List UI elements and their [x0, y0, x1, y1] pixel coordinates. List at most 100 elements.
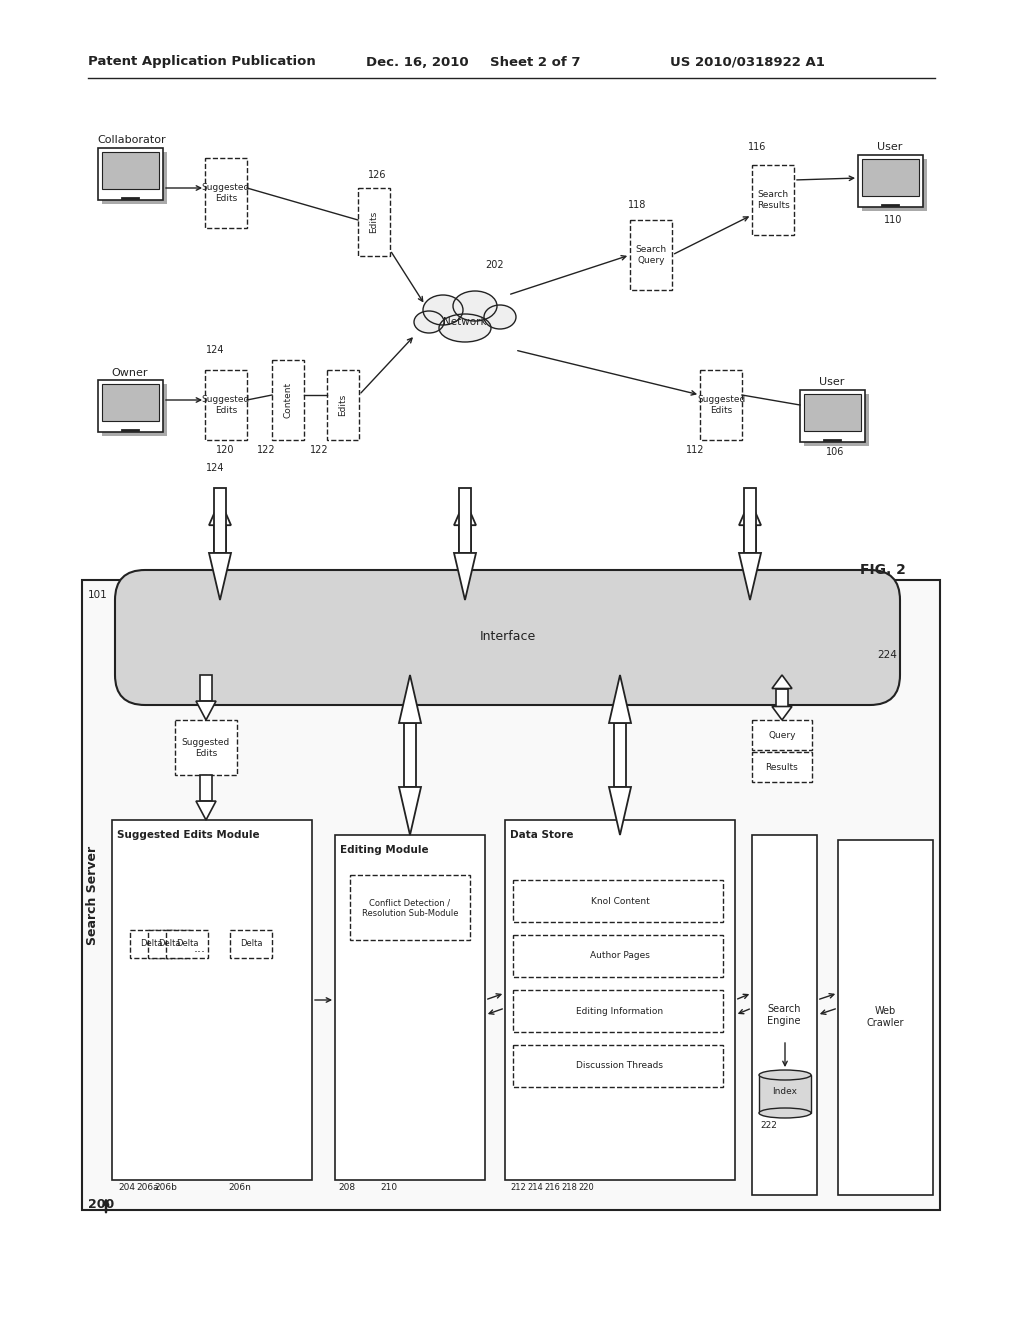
Text: 110: 110	[884, 215, 902, 224]
Text: 206a: 206a	[136, 1184, 159, 1192]
Text: Data Store: Data Store	[510, 830, 573, 840]
Text: Edits: Edits	[339, 393, 347, 416]
Bar	[358, 187, 390, 256]
Text: 124: 124	[206, 463, 224, 473]
Text: Suggested Edits Module: Suggested Edits Module	[117, 830, 260, 840]
Text: Web
Crawler: Web Crawler	[866, 1006, 904, 1028]
Text: Patent Application Publication: Patent Application Publication	[88, 55, 315, 69]
Polygon shape	[772, 706, 792, 719]
Bar	[752, 836, 817, 1195]
Polygon shape	[399, 787, 421, 836]
Bar	[148, 931, 190, 958]
Polygon shape	[209, 500, 231, 525]
Bar	[743, 488, 756, 553]
Text: Suggested
Edits: Suggested Edits	[202, 183, 250, 203]
Bar	[858, 154, 923, 207]
Polygon shape	[454, 500, 476, 525]
Text: 212: 212	[510, 1184, 525, 1192]
Bar	[743, 525, 756, 560]
Polygon shape	[196, 801, 216, 820]
Bar	[513, 990, 723, 1032]
Bar	[175, 719, 237, 775]
Text: FIG. 2: FIG. 2	[860, 564, 906, 577]
Polygon shape	[739, 500, 761, 525]
Text: Author Pages: Author Pages	[590, 952, 650, 961]
Bar	[513, 1045, 723, 1086]
Bar	[862, 158, 927, 211]
Polygon shape	[399, 675, 421, 723]
Bar	[214, 525, 226, 560]
Text: 120: 120	[216, 445, 234, 455]
Text: Suggested
Edits: Suggested Edits	[697, 395, 745, 414]
Bar	[759, 1074, 811, 1113]
Bar	[102, 152, 159, 189]
Text: Search
Engine: Search Engine	[767, 1005, 801, 1026]
Text: 124: 124	[206, 345, 224, 355]
Text: 220: 220	[578, 1184, 594, 1192]
Ellipse shape	[453, 290, 497, 321]
Bar	[272, 360, 304, 440]
Bar	[201, 775, 212, 801]
Text: Owner: Owner	[112, 368, 148, 378]
Bar	[459, 488, 471, 553]
Bar	[102, 384, 159, 421]
Text: Conflict Detection /
Resolution Sub-Module: Conflict Detection / Resolution Sub-Modu…	[361, 899, 459, 917]
Text: Search
Query: Search Query	[636, 246, 667, 265]
Polygon shape	[609, 787, 631, 836]
Text: Delta: Delta	[240, 940, 262, 949]
Bar	[205, 158, 247, 228]
Ellipse shape	[759, 1107, 811, 1118]
Polygon shape	[454, 553, 476, 601]
Text: 202: 202	[485, 260, 504, 271]
Text: Results: Results	[766, 763, 799, 771]
Bar	[403, 723, 416, 787]
Text: 116: 116	[748, 143, 766, 152]
Text: ...: ...	[194, 941, 206, 954]
Bar	[630, 220, 672, 290]
Bar	[700, 370, 742, 440]
Text: Search
Results: Search Results	[757, 190, 790, 210]
Text: Delta: Delta	[176, 940, 199, 949]
Text: 126: 126	[368, 170, 386, 180]
Bar	[752, 752, 812, 781]
Text: Collaborator: Collaborator	[97, 135, 166, 145]
Text: Query: Query	[768, 730, 796, 739]
Bar	[98, 148, 163, 201]
Text: 118: 118	[628, 201, 646, 210]
Text: Index: Index	[772, 1088, 798, 1097]
Text: 210: 210	[380, 1184, 397, 1192]
Text: 122: 122	[257, 445, 275, 455]
Bar	[513, 880, 723, 921]
Bar	[838, 840, 933, 1195]
Text: Delta: Delta	[139, 940, 162, 949]
FancyBboxPatch shape	[115, 570, 900, 705]
Bar	[205, 370, 247, 440]
Bar	[82, 579, 940, 1210]
Text: Dec. 16, 2010: Dec. 16, 2010	[366, 55, 469, 69]
Bar	[776, 689, 787, 706]
Text: US 2010/0318922 A1: US 2010/0318922 A1	[670, 55, 825, 69]
Bar	[752, 719, 812, 750]
Text: 106: 106	[825, 447, 844, 457]
Polygon shape	[609, 675, 631, 723]
Bar	[505, 820, 735, 1180]
Text: Editing Module: Editing Module	[340, 845, 429, 855]
Text: Discussion Threads: Discussion Threads	[577, 1061, 664, 1071]
Text: Editing Information: Editing Information	[577, 1006, 664, 1015]
Bar	[230, 931, 272, 958]
Bar	[350, 875, 470, 940]
Text: 224: 224	[877, 649, 897, 660]
Bar	[112, 820, 312, 1180]
Ellipse shape	[759, 1071, 811, 1080]
Text: 204: 204	[118, 1184, 135, 1192]
Text: Delta: Delta	[158, 940, 180, 949]
Text: Knol Content: Knol Content	[591, 896, 649, 906]
Text: 112: 112	[686, 445, 705, 455]
Polygon shape	[209, 553, 231, 601]
Text: 214: 214	[527, 1184, 543, 1192]
Bar	[752, 165, 794, 235]
Bar	[804, 393, 861, 432]
Bar	[335, 836, 485, 1180]
Text: 122: 122	[309, 445, 329, 455]
Ellipse shape	[423, 294, 463, 325]
